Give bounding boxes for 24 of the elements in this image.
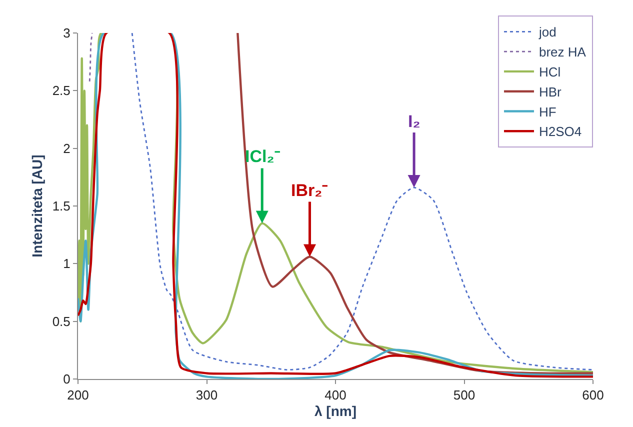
x-tick-label: 600: [582, 388, 604, 403]
x-tick-label: 500: [453, 388, 476, 403]
x-tick-label: 200: [67, 388, 89, 403]
annotation: I₂: [408, 112, 420, 131]
y-tick-label: 2: [63, 140, 70, 156]
legend-label: H2SO4: [539, 124, 582, 140]
x-axis-title: λ [nm]: [314, 402, 356, 419]
legend-label: brez HA: [539, 44, 586, 60]
y-tick-label: 1.5: [52, 198, 70, 214]
line-series: [88, 33, 93, 82]
legend-label: HCl: [539, 64, 561, 80]
y-axis-title: Intenziteta [AU]: [28, 154, 45, 258]
y-tick-label: 2.5: [52, 83, 70, 98]
annotation: IBr₂⁻: [291, 181, 328, 200]
legend-label: jod: [538, 24, 556, 40]
annotation: ICl₂⁻: [245, 147, 280, 166]
y-tick-label: 1: [63, 256, 70, 272]
x-tick-label: 400: [324, 388, 346, 403]
y-tick-label: 0.5: [52, 314, 70, 329]
x-tick-label: 300: [196, 388, 218, 403]
y-tick-label: 0: [63, 372, 70, 387]
legend-label: HF: [539, 104, 556, 120]
legend-label: HBr: [539, 84, 562, 100]
y-tick-label: 3: [63, 26, 70, 41]
